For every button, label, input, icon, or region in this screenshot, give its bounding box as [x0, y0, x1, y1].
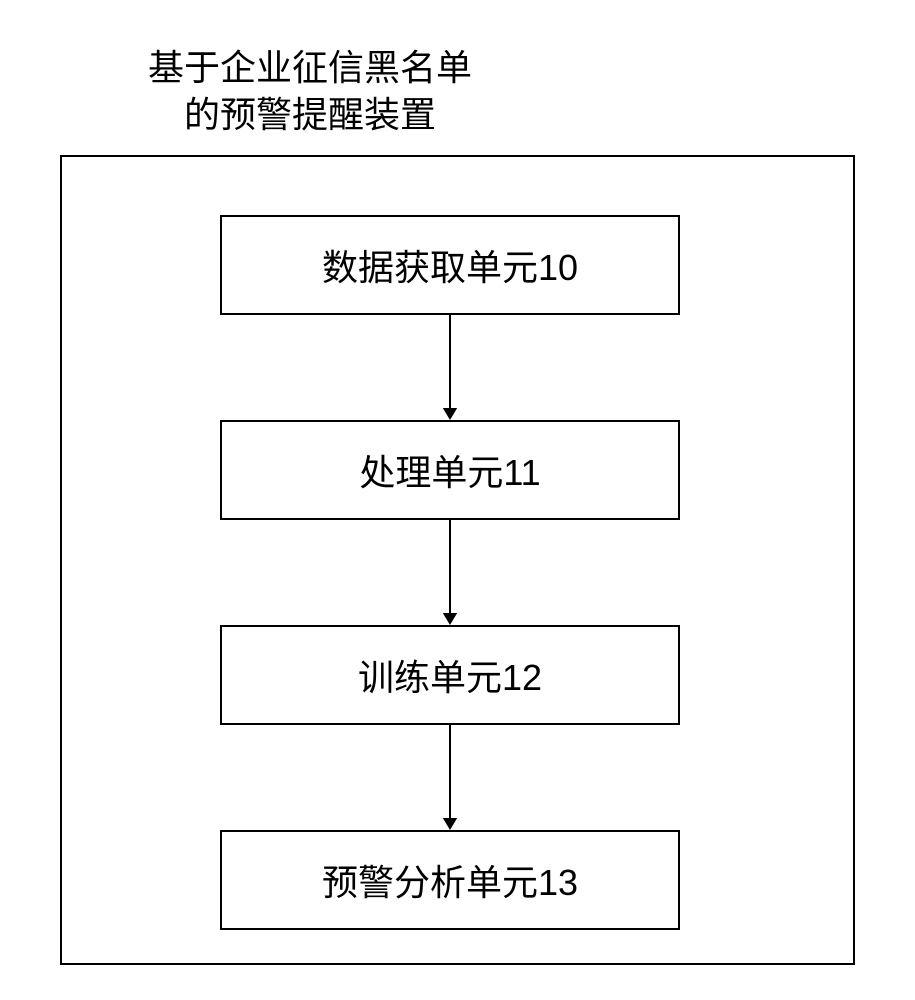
node-data-acquisition-label: 数据获取单元10	[322, 239, 578, 291]
diagram-title: 基于企业征信黑名单 的预警提醒装置	[100, 45, 520, 139]
node-training: 训练单元12	[220, 625, 680, 725]
title-line-1: 基于企业征信黑名单	[100, 45, 520, 92]
title-line-2: 的预警提醒装置	[100, 92, 520, 139]
node-warning-analysis: 预警分析单元13	[220, 830, 680, 930]
node-processing-label: 处理单元11	[359, 444, 540, 496]
node-training-label: 训练单元12	[358, 649, 542, 701]
node-data-acquisition: 数据获取单元10	[220, 215, 680, 315]
node-warning-analysis-label: 预警分析单元13	[322, 854, 578, 906]
node-processing: 处理单元11	[220, 420, 680, 520]
